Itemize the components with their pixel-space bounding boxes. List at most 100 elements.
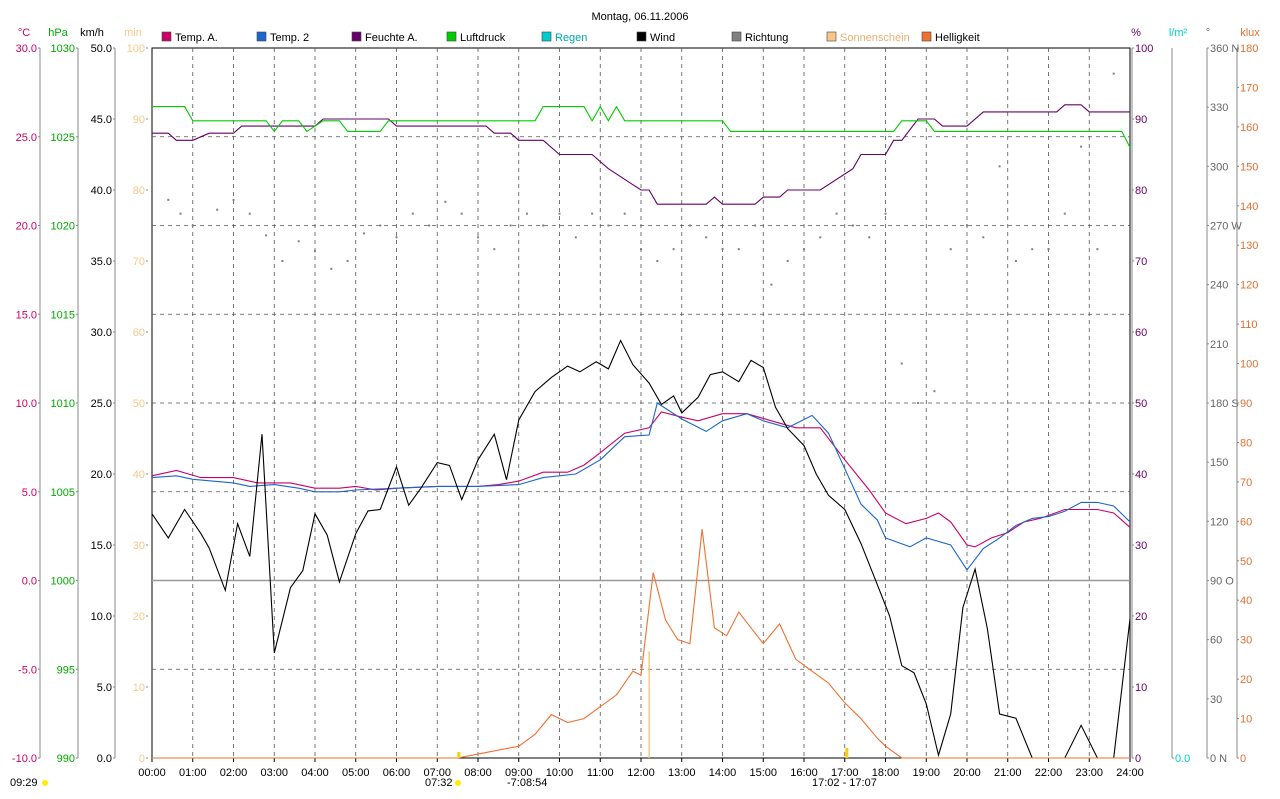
- hum-tick-label: 30: [1135, 540, 1147, 552]
- annotation-bottom-left: 09:29: [10, 777, 38, 789]
- temp-unit-label: °C: [18, 27, 30, 39]
- sun-tick-label: 80: [133, 185, 145, 197]
- hum-tick-label: 90: [1135, 114, 1147, 126]
- lux-tick-label: 10: [1240, 714, 1252, 726]
- direction-point: [640, 248, 642, 251]
- x-tick-label: 18:00: [872, 767, 900, 779]
- series-temp-2: [151, 402, 1131, 571]
- dir-tick-label: 240: [1210, 280, 1228, 292]
- hum-unit-label: %: [1131, 27, 1141, 39]
- wind-tick-label: 35.0: [91, 256, 112, 268]
- direction-point: [607, 224, 610, 227]
- direction-point: [835, 212, 838, 215]
- direction-point: [460, 212, 463, 215]
- sun-marker: [42, 780, 48, 786]
- wind-tick-label: 5.0: [97, 682, 112, 694]
- direction-point: [1014, 260, 1017, 262]
- direction-point: [297, 240, 300, 243]
- x-tick-label: 16:00: [790, 767, 818, 779]
- legend-swatch: [351, 31, 362, 42]
- series-temp-a-: [151, 411, 1131, 548]
- temp-tick-label: 5.0: [22, 487, 37, 499]
- lux-tick-label: 130: [1240, 240, 1258, 252]
- legend-swatch: [256, 31, 267, 42]
- wind-tick-label: 15.0: [91, 540, 112, 552]
- lux-tick-label: 70: [1240, 477, 1252, 489]
- x-tick-label: 11:00: [587, 767, 614, 779]
- press-tick-label: 1030: [51, 43, 75, 55]
- direction-point: [216, 208, 219, 211]
- direction-point: [982, 236, 985, 239]
- x-tick-label: 12:00: [627, 767, 655, 779]
- dir-tick-label: 180 S: [1210, 398, 1239, 410]
- sun-tick-label: 20: [133, 611, 145, 623]
- x-tick-label: 14:00: [709, 767, 737, 779]
- direction-point: [1112, 72, 1115, 75]
- annotation-sunset: 17:02 - 17:07: [812, 777, 877, 789]
- wind-tick-label: 40.0: [91, 185, 112, 197]
- series-wind: [151, 339, 1131, 759]
- lux-unit-label: klux: [1240, 27, 1260, 39]
- wind-tick-label: 20.0: [91, 469, 112, 481]
- legend-swatch: [731, 31, 742, 42]
- direction-point: [444, 200, 447, 203]
- direction-point: [232, 198, 235, 201]
- sun-tick-label: 100: [127, 43, 145, 55]
- direction-point: [477, 236, 479, 239]
- direction-point: [998, 165, 1001, 168]
- lux-tick-label: 150: [1240, 161, 1258, 173]
- direction-point: [191, 224, 194, 227]
- legend-swatch: [921, 31, 932, 42]
- lux-tick-label: 100: [1240, 359, 1258, 371]
- direction-point: [248, 212, 251, 215]
- series-richtung: [167, 72, 1115, 404]
- direction-point: [265, 234, 268, 237]
- hum-tick-label: 10: [1135, 682, 1147, 694]
- x-tick-label: 22:00: [1035, 767, 1063, 779]
- x-tick-label: 04:00: [301, 767, 329, 779]
- rain-tick-label: 0.0: [1175, 753, 1190, 765]
- hum-tick-label: 0: [1135, 753, 1141, 765]
- lux-tick-label: 160: [1240, 122, 1258, 134]
- press-unit-label: hPa: [48, 27, 68, 39]
- dir-tick-label: 30: [1210, 694, 1222, 706]
- temp-tick-label: -10.0: [12, 753, 37, 765]
- x-tick-label: 19:00: [912, 767, 940, 779]
- lux-tick-label: 170: [1240, 82, 1258, 94]
- lux-tick-label: 50: [1240, 556, 1252, 568]
- direction-point: [656, 260, 659, 262]
- dir-tick-label: 300: [1210, 161, 1228, 173]
- temp-tick-label: 30.0: [16, 43, 37, 55]
- legend-label: Helligkeit: [935, 32, 980, 44]
- x-tick-label: 06:00: [383, 767, 411, 779]
- x-tick-label: 05:00: [342, 767, 370, 779]
- series-helligkeit: [152, 529, 1130, 759]
- sun-tick-label: 10: [133, 682, 145, 694]
- direction-point: [558, 212, 561, 215]
- press-tick-label: 1005: [51, 487, 75, 499]
- lux-tick-label: 180: [1240, 43, 1258, 55]
- press-tick-label: 990: [57, 753, 75, 765]
- temp-tick-label: 15.0: [16, 309, 37, 321]
- x-tick-label: 15:00: [749, 767, 777, 779]
- direction-point: [493, 248, 496, 251]
- hum-tick-label: 70: [1135, 256, 1147, 268]
- dir-tick-label: 60: [1210, 635, 1222, 647]
- direction-point: [721, 248, 724, 251]
- x-tick-label: 20:00: [953, 767, 981, 779]
- direction-point: [525, 212, 528, 215]
- legend-swatch: [826, 31, 837, 42]
- legend-label: Feuchte A.: [365, 32, 418, 44]
- dir-tick-label: 150: [1210, 457, 1228, 469]
- direction-point: [917, 402, 920, 404]
- x-tick-label: 09:00: [505, 767, 533, 779]
- dir-tick-label: 90 O: [1210, 576, 1234, 588]
- x-tick-label: 01:00: [179, 767, 207, 779]
- direction-point: [770, 283, 773, 286]
- direction-point: [803, 248, 805, 251]
- legend-label: Temp. 2: [270, 32, 309, 44]
- legend-label: Wind: [650, 32, 675, 44]
- sun-tick-label: 90: [133, 114, 145, 126]
- sun-unit-label: min: [124, 27, 142, 39]
